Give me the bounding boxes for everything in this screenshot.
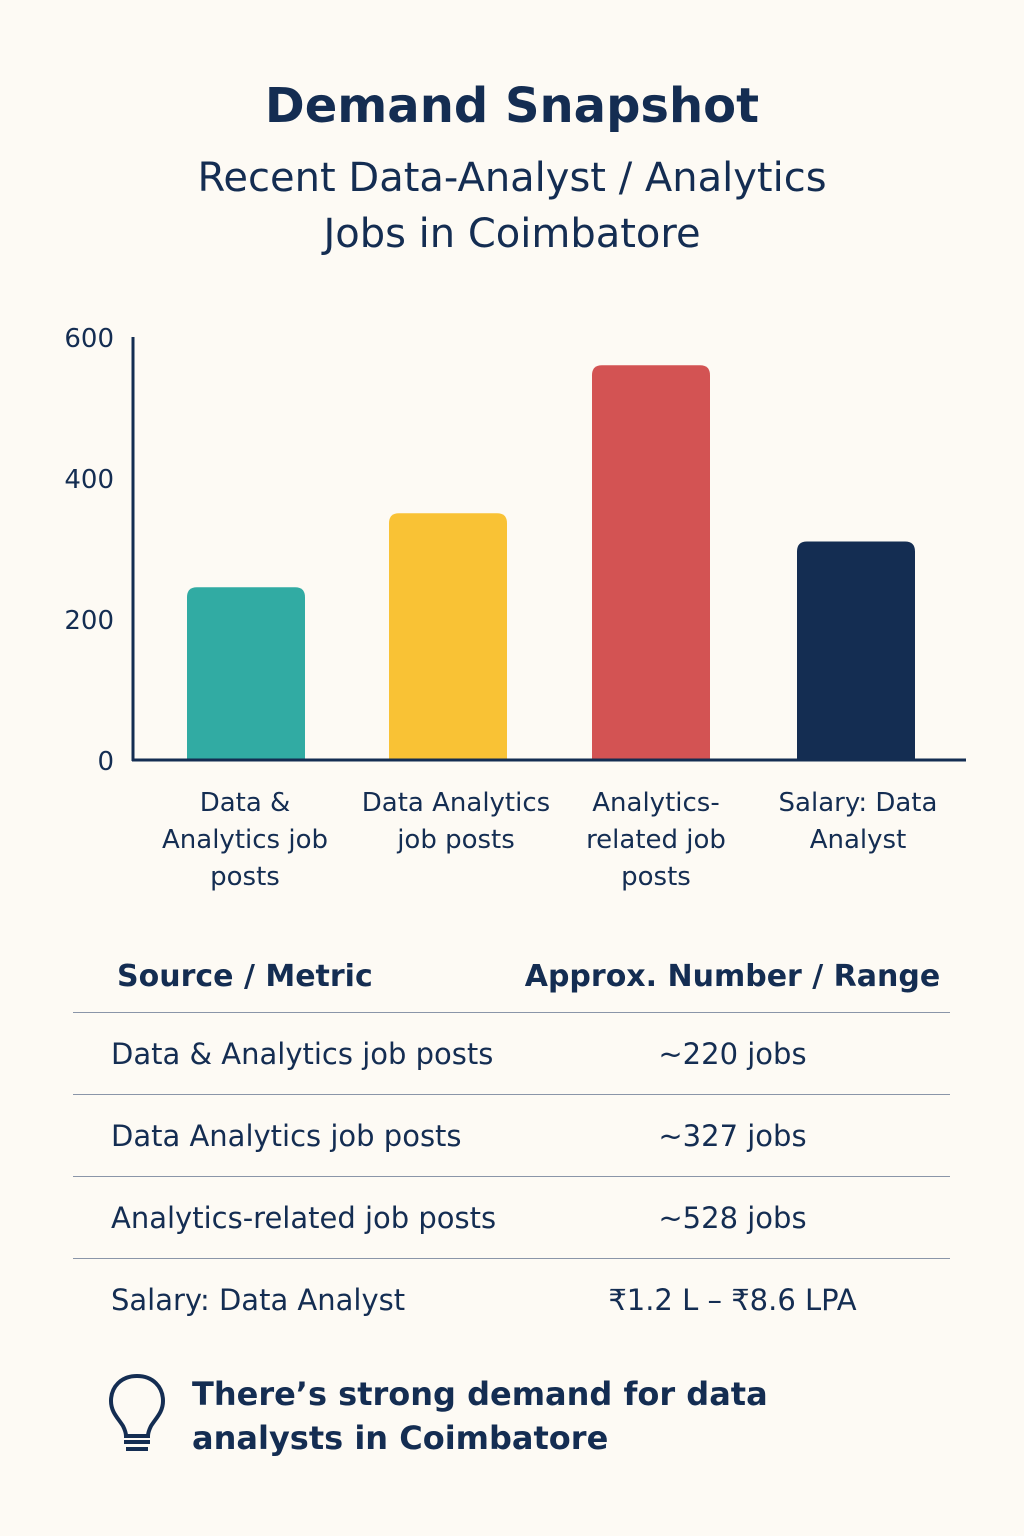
x-tick-label: Analytics-related job posts <box>586 788 726 892</box>
table-row: Analytics-related job posts ~528 jobs <box>73 1176 950 1259</box>
table-row: Salary: Data Analyst ₹1.2 L – ₹8.6 LPA <box>73 1259 950 1341</box>
table-row: Data Analytics job posts ~327 jobs <box>73 1094 950 1177</box>
bar-chart: 0 200 400 600 <box>64 324 966 777</box>
takeaway: There’s strong demand for data analysts … <box>108 1372 912 1460</box>
table-row: Data & Analytics job posts ~220 jobs <box>73 1012 950 1095</box>
y-tick-label: 400 <box>64 465 114 495</box>
x-tick-label: Salary: Data Analyst <box>778 788 938 855</box>
page-subtitle: Recent Data-Analyst / Analytics Jobs in … <box>197 155 827 257</box>
table-header-row: Source / Metric Approx. Number / Range <box>73 940 950 1013</box>
bar-3 <box>592 365 710 760</box>
metrics-table: Source / Metric Approx. Number / Range D… <box>73 940 950 1340</box>
column-header: Source / Metric <box>73 940 515 1013</box>
y-tick-label: 200 <box>64 606 114 636</box>
takeaway-text: There’s strong demand for data analysts … <box>192 1375 768 1457</box>
bar-4 <box>797 541 915 760</box>
y-tick-label: 0 <box>97 747 114 777</box>
metric-cell: Analytics-related job posts <box>73 1176 515 1259</box>
x-tick-label: Data Analytics job posts <box>361 788 551 855</box>
column-header: Approx. Number / Range <box>514 940 950 1013</box>
lightbulb-icon <box>108 1373 166 1451</box>
metric-cell: Data & Analytics job posts <box>73 1012 515 1095</box>
bar-1 <box>187 587 305 760</box>
value-cell: ₹1.2 L – ₹8.6 LPA <box>608 1282 857 1317</box>
metric-cell: Salary: Data Analyst <box>111 1282 406 1317</box>
value-cell: ~528 jobs <box>514 1176 950 1259</box>
y-tick-label: 600 <box>64 324 114 354</box>
value-cell: ~327 jobs <box>514 1094 950 1177</box>
metric-cell: Data Analytics job posts <box>73 1094 515 1177</box>
page-title: Demand Snapshot <box>264 78 760 134</box>
x-tick-label: Data & Analytics job posts <box>162 788 328 892</box>
bar-2 <box>389 513 507 760</box>
value-cell: ~220 jobs <box>514 1012 950 1095</box>
